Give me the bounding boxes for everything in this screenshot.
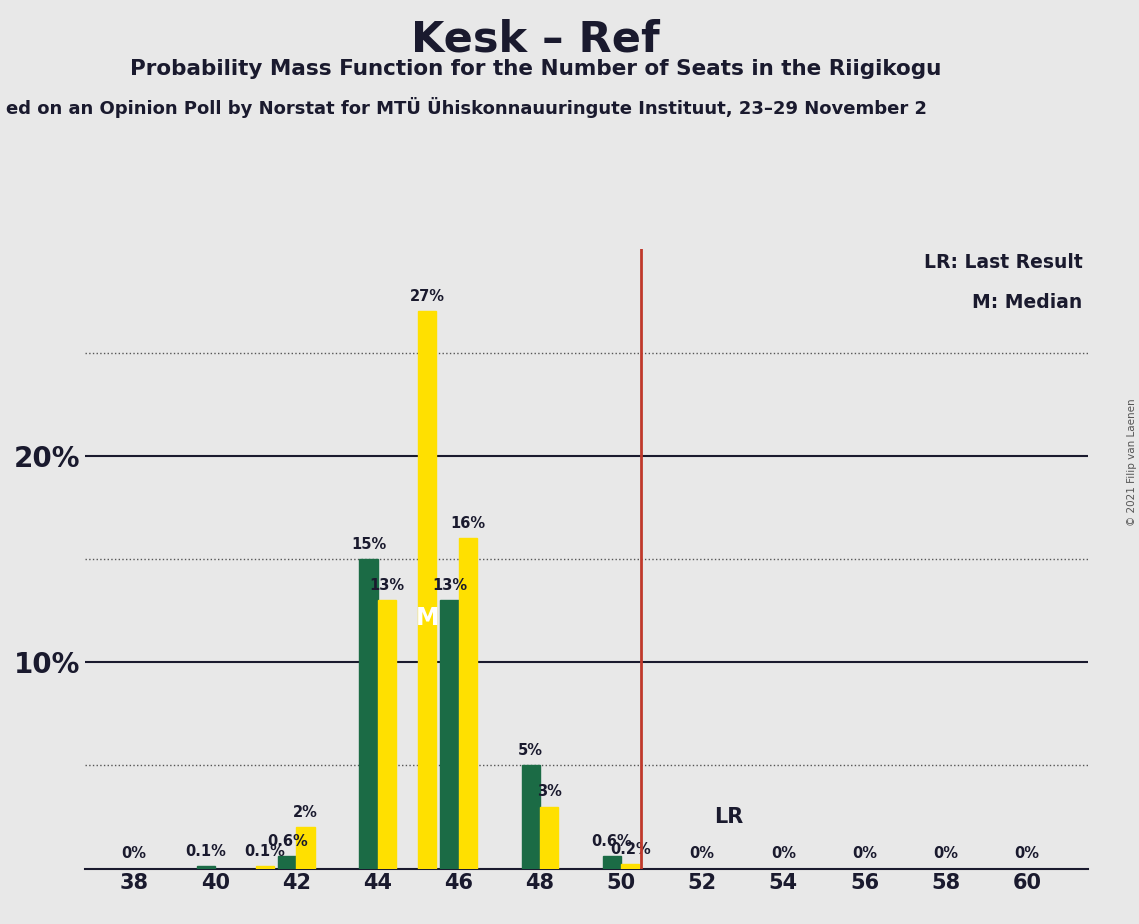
Text: 13%: 13% [432,578,467,593]
Text: 0.6%: 0.6% [267,834,308,849]
Text: 5%: 5% [518,743,543,759]
Text: LR: Last Result: LR: Last Result [924,252,1083,272]
Text: M: Median: M: Median [973,293,1083,311]
Text: © 2021 Filip van Laenen: © 2021 Filip van Laenen [1126,398,1137,526]
Text: 0.2%: 0.2% [609,842,650,857]
Bar [256,867,274,869]
Text: M: M [416,606,439,630]
Text: Kesk – Ref: Kesk – Ref [411,18,659,60]
Bar [296,827,314,869]
Text: 13%: 13% [369,578,404,593]
Text: 2%: 2% [293,805,318,821]
Bar [197,867,215,869]
Text: 0.6%: 0.6% [591,834,632,849]
Text: 16%: 16% [450,517,485,531]
Text: 0%: 0% [690,846,715,861]
Text: 0%: 0% [852,846,877,861]
Bar [459,539,477,869]
Text: Probability Mass Function for the Number of Seats in the Riigikogu: Probability Mass Function for the Number… [130,59,941,79]
Bar [621,865,639,869]
Bar [278,857,296,869]
Bar [540,807,558,869]
Bar [522,765,540,869]
Text: 15%: 15% [351,537,386,552]
Text: 0.1%: 0.1% [186,845,227,859]
Text: 3%: 3% [536,784,562,799]
Bar [603,857,621,869]
Text: 0%: 0% [933,846,958,861]
Text: LR: LR [714,807,744,827]
Bar [441,601,459,869]
Bar [359,559,378,869]
Text: 0%: 0% [1015,846,1040,861]
Text: 0%: 0% [771,846,796,861]
Bar [378,601,396,869]
Text: ed on an Opinion Poll by Norstat for MTÜ Ühiskonnauuringute Instituut, 23–29 Nov: ed on an Opinion Poll by Norstat for MTÜ… [6,97,927,118]
Text: 27%: 27% [410,289,445,304]
Text: 0%: 0% [122,846,147,861]
Text: 0.1%: 0.1% [245,845,286,859]
Bar [418,311,436,869]
